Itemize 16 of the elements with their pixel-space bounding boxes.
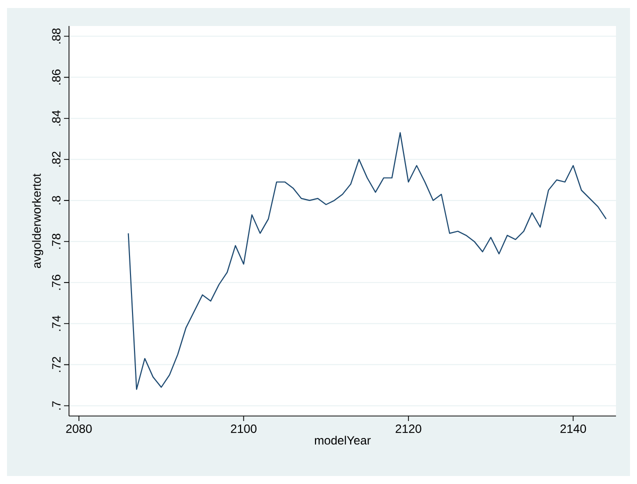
x-tick-label: 2120 xyxy=(396,424,422,433)
x-tick-label: 2140 xyxy=(560,424,586,433)
y-tick-label: .78 xyxy=(52,234,60,249)
y-tick-label: .84 xyxy=(52,110,60,126)
y-tick-label: .74 xyxy=(52,316,60,331)
y-tick-label: .76 xyxy=(52,274,60,290)
y-axis-title: avgolderworkertot xyxy=(32,174,44,268)
y-tick-label: .72 xyxy=(52,356,60,372)
x-tick-label: 2100 xyxy=(230,424,256,433)
x-tick-label: 2080 xyxy=(66,424,92,433)
x-axis-title: modelYear xyxy=(314,436,371,445)
y-tick-label: .82 xyxy=(52,152,60,167)
y-tick-label: .7 xyxy=(52,401,60,410)
y-tick-label: .8 xyxy=(52,196,60,204)
y-tick-label: .86 xyxy=(52,70,60,85)
y-tick-label: .88 xyxy=(52,28,60,44)
